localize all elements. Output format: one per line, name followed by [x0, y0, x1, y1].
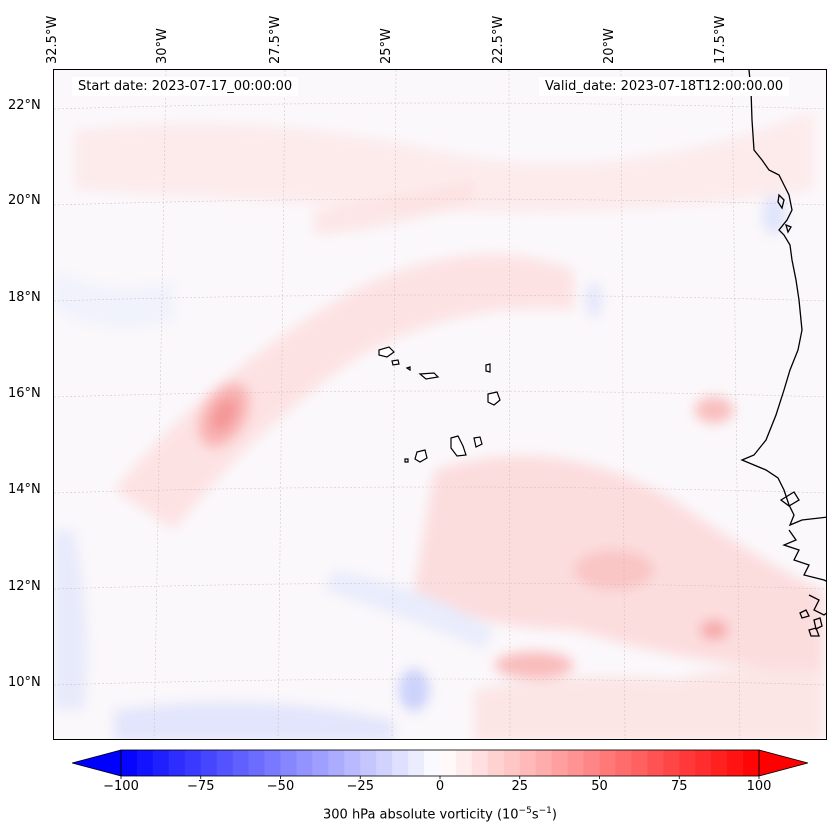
colorbar-cell — [679, 750, 696, 776]
lon-label-17-5w: 17.5°W — [713, 15, 728, 64]
colorbar-cell — [408, 750, 425, 776]
lat-label-16n: 16°N — [8, 386, 41, 401]
colorbar-cell — [376, 750, 393, 776]
colorbar-cell — [551, 750, 569, 776]
colorbar-max-extension — [758, 749, 808, 777]
colorbar-tick-label: 100 — [746, 779, 772, 794]
vorticity-map — [53, 69, 827, 740]
start-date-label: Start date: 2023-07-17_00:00:00 — [72, 77, 299, 96]
lat-label-18n: 18°N — [8, 290, 41, 305]
lat-label-14n: 14°N — [8, 482, 41, 497]
colorbar-cell — [344, 750, 361, 776]
colorbar-tick-label: 25 — [511, 779, 529, 794]
colorbar-cell — [121, 750, 138, 776]
lon-label-22-5w: 22.5°W — [491, 15, 506, 64]
colorbar-cell — [503, 750, 521, 776]
colorbar-tick-label: −25 — [346, 779, 374, 794]
colorbar-cell — [599, 750, 616, 776]
colorbar-tick-label: 0 — [435, 779, 445, 794]
map-canvas — [54, 70, 826, 739]
colorbar-min-extension — [72, 749, 122, 777]
lon-label-32-5w: 32.5°W — [45, 15, 60, 64]
colorbar-cell — [136, 750, 154, 776]
colorbar-cell — [440, 750, 457, 776]
lat-label-20n: 20°N — [8, 193, 41, 208]
colorbar-cell — [392, 750, 409, 776]
lon-label-20w: 20°W — [602, 28, 617, 64]
colorbar-cell — [567, 750, 585, 776]
colorbar-cell — [711, 750, 728, 776]
colorbar-cell — [200, 750, 218, 776]
valid-date-label: Valid_date: 2023-07-18T12:00:00.00 — [539, 77, 790, 96]
west-africa-coastline — [740, 70, 826, 637]
colorbar-cell — [455, 750, 473, 776]
colorbar-cell — [152, 750, 170, 776]
colorbar-tick-label: −75 — [187, 779, 215, 794]
colorbar-cell — [184, 750, 202, 776]
colorbar-cell — [216, 750, 234, 776]
colorbar-tick-label: 50 — [591, 779, 608, 794]
colorbar-cell — [663, 750, 680, 776]
lat-label-12n: 12°N — [8, 579, 41, 594]
colorbar-cell — [487, 750, 505, 776]
colorbar-tick-label: −100 — [103, 779, 139, 794]
lat-label-10n: 10°N — [8, 675, 41, 690]
colorbar-tick-label: 75 — [670, 779, 688, 794]
colorbar-cell — [631, 750, 648, 776]
colorbar-cell — [743, 750, 760, 776]
colorbar-cell — [232, 750, 250, 776]
colorbar-cell — [647, 750, 664, 776]
colorbar — [72, 749, 808, 779]
lat-label-22n: 22°N — [8, 98, 41, 113]
colorbar-cell — [695, 750, 712, 776]
colorbar-cell — [264, 750, 281, 776]
colorbar-cell — [519, 750, 537, 776]
colorbar-cell — [168, 750, 186, 776]
colorbar-cell — [312, 750, 329, 776]
colorbar-cell — [424, 750, 441, 776]
vorticity-field — [54, 70, 826, 739]
colorbar-cell — [727, 750, 744, 776]
colorbar-tick-label: −50 — [266, 779, 295, 794]
cape-verde-islands — [378, 346, 501, 463]
colorbar-cell — [583, 750, 600, 776]
colorbar-cell — [360, 750, 377, 776]
lon-label-25w: 25°W — [379, 28, 394, 64]
lon-label-30w: 30°W — [155, 28, 170, 64]
colorbar-cell — [328, 750, 345, 776]
colorbar-cell — [535, 750, 553, 776]
colorbar-cell — [615, 750, 632, 776]
colorbar-label: 300 hPa absolute vorticity (10−5s−1) — [323, 806, 557, 823]
colorbar-cell — [280, 750, 297, 776]
colorbar-cell — [296, 750, 313, 776]
lon-label-27-5w: 27.5°W — [268, 15, 283, 64]
colorbar-cell — [248, 750, 266, 776]
colorbar-cell — [471, 750, 489, 776]
